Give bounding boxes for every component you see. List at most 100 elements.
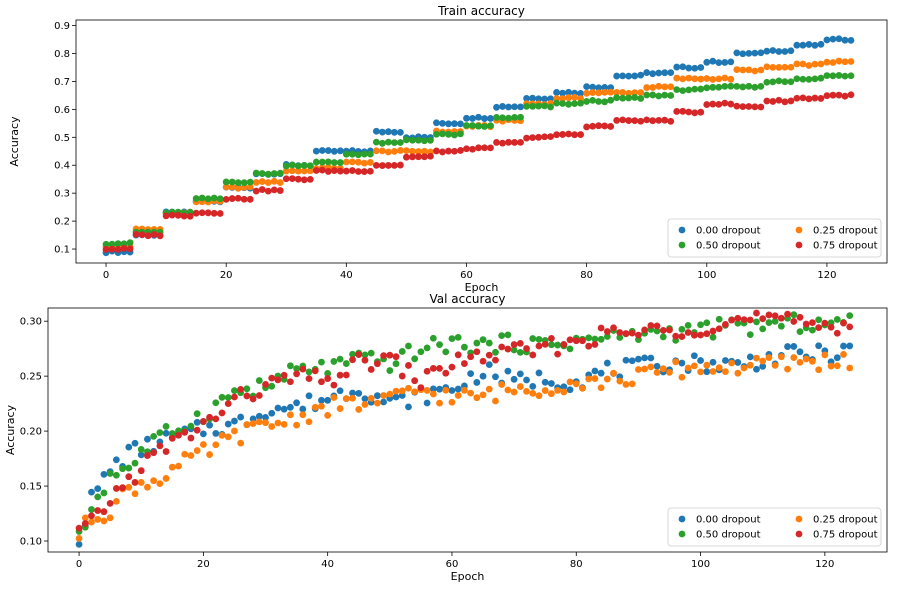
- x-axis-label: Epoch: [465, 281, 499, 294]
- data-point: [131, 439, 139, 447]
- data-point: [392, 387, 400, 395]
- data-point: [367, 394, 375, 402]
- data-point: [451, 131, 458, 139]
- data-point: [442, 386, 450, 394]
- data-point: [469, 115, 476, 122]
- data-point: [445, 120, 452, 128]
- data-point: [745, 82, 753, 90]
- chart-panel-1: 0 20 40 60 80 100 120 0.1 0.2 0.3 0.4 0.5 0.6 0.7 0.8 0…: [8, 4, 888, 294]
- data-point: [790, 343, 798, 350]
- data-point: [678, 359, 686, 367]
- data-point: [631, 72, 639, 80]
- data-point: [102, 246, 110, 253]
- data-point: [790, 354, 798, 361]
- data-point: [409, 147, 416, 155]
- data-point: [204, 209, 212, 217]
- data-point: [88, 512, 95, 520]
- data-point: [243, 421, 251, 429]
- data-point: [523, 345, 530, 352]
- data-point: [210, 194, 218, 202]
- data-point: [119, 465, 126, 473]
- data-point: [88, 518, 95, 526]
- data-point: [763, 63, 771, 71]
- data-point: [805, 75, 813, 83]
- data-point: [187, 434, 195, 442]
- data-point: [661, 116, 669, 124]
- data-point: [535, 335, 543, 343]
- data-point: [728, 359, 736, 367]
- data-point: [318, 402, 325, 410]
- data-point: [610, 324, 617, 332]
- data-point: [635, 366, 642, 373]
- data-point: [823, 92, 831, 100]
- data-point: [548, 390, 555, 398]
- data-point: [479, 372, 487, 380]
- data-point: [324, 396, 332, 404]
- data-point: [212, 441, 220, 449]
- data-point: [607, 88, 615, 96]
- data-point: [809, 319, 816, 326]
- data-point: [409, 153, 416, 161]
- data-point: [144, 452, 151, 459]
- data-point: [769, 78, 777, 86]
- legend-marker: [678, 530, 686, 538]
- data-point: [156, 480, 164, 487]
- data-point: [216, 210, 224, 217]
- y-tick-label: 0.2: [54, 217, 70, 228]
- data-point: [661, 69, 669, 77]
- data-point: [330, 159, 338, 166]
- data-point: [673, 86, 681, 94]
- data-point: [342, 150, 350, 158]
- data-point: [504, 331, 512, 339]
- data-point: [276, 169, 284, 177]
- data-point: [231, 393, 238, 401]
- data-point: [685, 74, 693, 82]
- data-point: [728, 316, 736, 324]
- data-point: [199, 430, 207, 438]
- data-point: [579, 337, 586, 345]
- legend-box: [667, 218, 882, 258]
- data-point: [796, 348, 804, 356]
- data-point: [398, 387, 406, 395]
- data-point: [610, 369, 617, 377]
- data-point: [734, 319, 742, 327]
- data-point: [457, 130, 464, 138]
- data-point: [517, 113, 524, 121]
- data-point: [102, 240, 110, 248]
- data-point: [505, 103, 512, 111]
- data-point: [228, 183, 236, 191]
- x-tick-label: 80: [570, 559, 583, 570]
- data-point: [733, 49, 741, 57]
- data-point: [390, 128, 398, 136]
- data-point: [740, 364, 748, 372]
- data-point: [613, 94, 621, 102]
- data-point: [790, 318, 798, 325]
- data-point: [734, 314, 742, 322]
- data-point: [583, 83, 591, 91]
- data-point: [469, 122, 476, 129]
- data-point: [81, 520, 89, 527]
- data-point: [553, 99, 560, 107]
- data-point: [312, 167, 320, 174]
- data-point: [411, 377, 419, 385]
- data-point: [649, 70, 657, 78]
- data-point: [678, 373, 686, 381]
- data-point: [487, 115, 494, 122]
- data-point: [835, 57, 843, 65]
- data-point: [560, 383, 568, 391]
- data-point: [330, 147, 338, 155]
- data-point: [324, 168, 332, 175]
- data-point: [721, 99, 729, 107]
- data-point: [823, 36, 831, 44]
- data-point: [342, 158, 350, 166]
- data-point: [559, 100, 566, 107]
- data-point: [709, 327, 717, 335]
- data-point: [125, 483, 133, 491]
- data-point: [448, 387, 456, 394]
- data-point: [516, 383, 524, 390]
- data-point: [237, 413, 245, 421]
- data-point: [131, 459, 139, 467]
- data-point: [270, 177, 278, 185]
- data-point: [498, 343, 506, 351]
